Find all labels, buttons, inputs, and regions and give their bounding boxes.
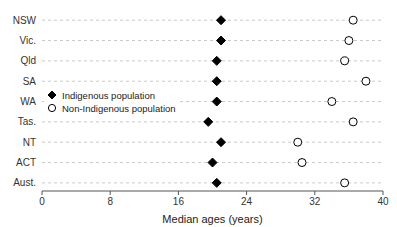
- dot: [349, 16, 357, 24]
- dot: [217, 138, 226, 147]
- dot: [208, 158, 217, 167]
- x-tick: [42, 191, 43, 195]
- y-tick-label: ACT: [16, 157, 36, 168]
- grid-line: [42, 142, 383, 143]
- y-tick-label: WA: [20, 96, 36, 107]
- dot: [212, 97, 221, 106]
- dot: [328, 98, 336, 106]
- y-tick-label: Aust.: [13, 177, 36, 188]
- y-tick-label: SA: [23, 76, 37, 87]
- dot: [204, 117, 213, 126]
- x-tick-label: 16: [173, 196, 185, 207]
- legend-marker: [48, 104, 55, 111]
- x-tick: [178, 191, 179, 195]
- legend: Indigenous population Non-Indigenous popu…: [44, 88, 180, 116]
- y-tick-label: NSW: [13, 15, 37, 26]
- dot: [349, 118, 357, 126]
- x-tick-label: 32: [309, 196, 321, 207]
- x-tick: [246, 191, 247, 195]
- dot: [217, 36, 226, 45]
- legend-label: Indigenous population: [62, 90, 155, 101]
- legend-marker: [48, 91, 56, 99]
- grid-line: [42, 40, 383, 41]
- marks: [204, 16, 370, 188]
- legend-label: Non-Indigenous population: [62, 103, 176, 114]
- y-tick-label: Qld: [20, 55, 36, 66]
- y-tick-label: Tas.: [18, 116, 36, 127]
- dot: [217, 16, 226, 25]
- x-tick: [110, 191, 111, 195]
- chart: NSW Vic. Qld SA WA Tas. NT ACT Aust.0 8 16 24 32 40 Me…: [0, 0, 397, 227]
- dot: [212, 77, 221, 86]
- dot: [212, 56, 221, 65]
- x-axis-line: [42, 191, 383, 192]
- y-tick-label: Vic.: [20, 35, 37, 46]
- y-tick-label: NT: [23, 137, 36, 148]
- x-tick-label: 8: [107, 196, 113, 207]
- dot: [341, 57, 349, 65]
- x-tick-label: 24: [241, 196, 253, 207]
- x-tick-label: 40: [377, 196, 389, 207]
- legend-background: [44, 88, 180, 116]
- x-tick-label: 0: [39, 196, 45, 207]
- x-tick: [314, 191, 315, 195]
- grid-line: [42, 20, 383, 21]
- dot: [294, 138, 302, 146]
- dot: [362, 77, 370, 85]
- x-axis-label: Median ages (years): [162, 213, 262, 225]
- dot: [212, 178, 221, 187]
- dot: [341, 179, 349, 187]
- dot: [298, 159, 306, 167]
- dot: [345, 37, 353, 45]
- x-tick: [383, 191, 384, 195]
